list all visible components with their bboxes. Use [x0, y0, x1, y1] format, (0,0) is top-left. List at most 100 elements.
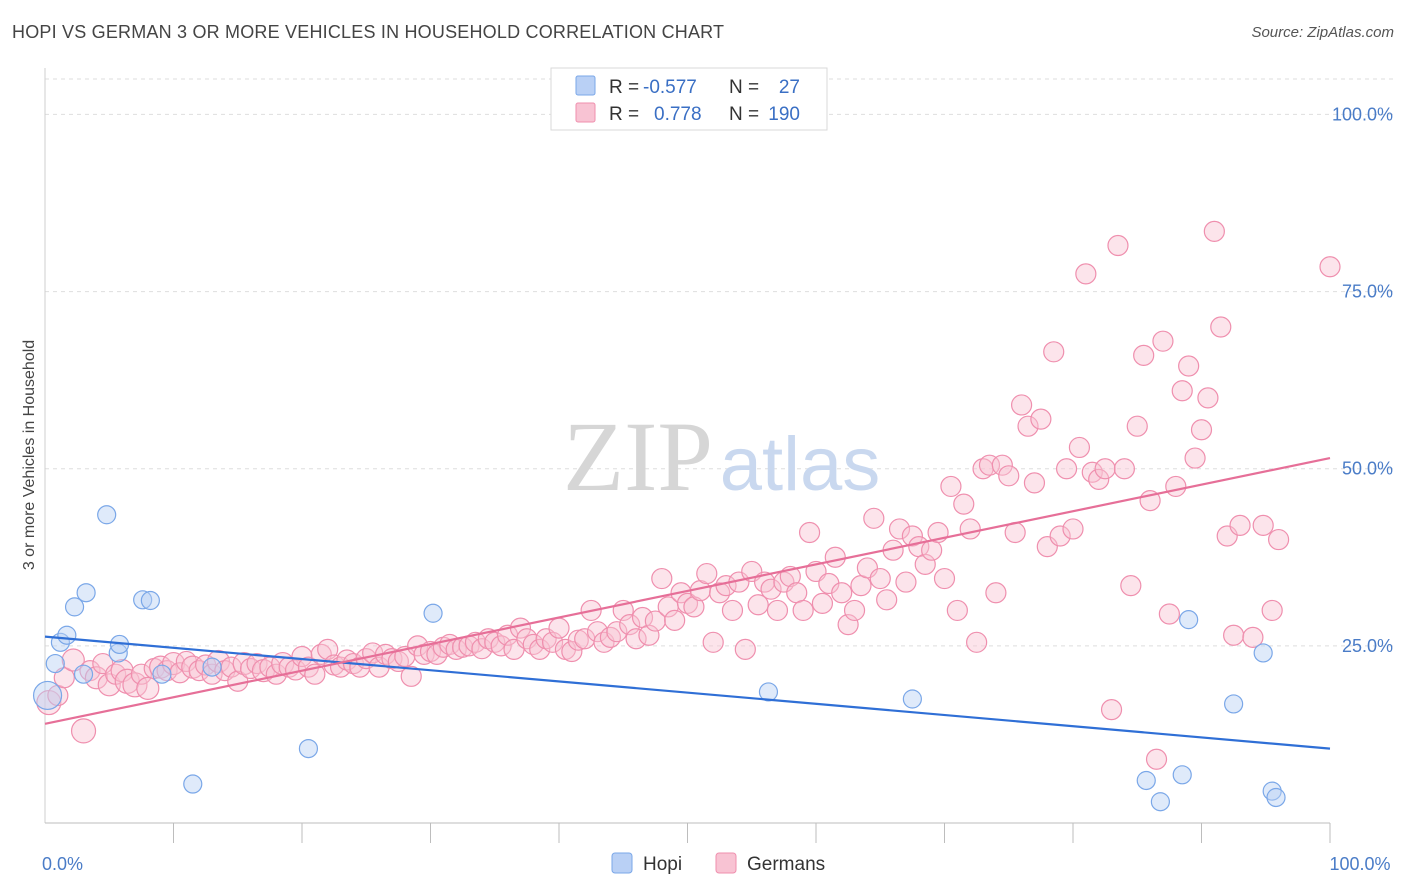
hopi-point-19	[1136, 770, 1156, 791]
hopi-point-15	[298, 738, 319, 759]
germans-point-119	[811, 592, 834, 614]
germans-point-98	[676, 592, 699, 614]
legend-n-label-germans: N =	[729, 104, 759, 125]
germans-point-160	[1075, 263, 1097, 285]
germans-point-129	[876, 589, 898, 611]
germans-point-167	[1120, 575, 1142, 597]
germans-point-116	[792, 599, 814, 622]
y-tick-label-3: 100.0%	[1332, 104, 1393, 124]
hopi-point-0	[32, 680, 63, 711]
germans-point-166	[1113, 458, 1136, 480]
legend-r-label-hopi: R =	[609, 77, 639, 98]
hopi-point-14	[202, 657, 222, 677]
germans-point-101	[696, 562, 718, 585]
germans-point-145	[978, 454, 1001, 476]
axes	[44, 68, 1331, 843]
germans-point-42	[317, 638, 339, 661]
germans-point-157	[1055, 458, 1078, 480]
source-label: Source: ZipAtlas.com	[1251, 24, 1394, 41]
y-tick-label-0: 25.0%	[1342, 636, 1393, 656]
bottom-legend-hopi: Hopi	[643, 854, 682, 875]
germans-point-187	[1252, 514, 1274, 537]
legend-r-value-germans: 0.778	[654, 104, 702, 125]
germans-point-158	[1062, 518, 1084, 540]
germans-point-109	[747, 594, 769, 616]
germans-point-159	[1068, 436, 1091, 459]
germans-point-188	[1261, 599, 1283, 622]
series-germans-points	[36, 220, 1341, 770]
germans-point-150	[1010, 394, 1033, 416]
x-tick-label-0: 0.0%	[42, 854, 83, 874]
hopi-point-21	[1172, 765, 1192, 785]
germans-point-142	[959, 518, 981, 540]
trend-lines	[44, 457, 1331, 750]
watermark-atlas: atlas	[720, 422, 881, 507]
germans-point-152	[1023, 472, 1046, 494]
germans-point-169	[1133, 344, 1155, 366]
legend-n-value-hopi: 27	[779, 77, 800, 98]
germans-point-143	[966, 631, 988, 653]
germans-point-146	[985, 582, 1007, 604]
germans-point-78	[548, 617, 570, 639]
germans-point-124	[843, 599, 866, 622]
hopi-point-13	[183, 774, 203, 794]
germans-point-89	[619, 613, 641, 636]
germans-point-171	[1145, 748, 1168, 770]
germans-point-185	[1319, 256, 1341, 278]
germans-point-140	[946, 599, 968, 622]
germans-point-4	[70, 718, 97, 744]
germans-point-14	[136, 676, 160, 700]
germans-point-122	[831, 582, 853, 604]
germans-point-125	[850, 575, 872, 597]
hopi-point-1	[45, 653, 65, 674]
germans-point-189	[1267, 528, 1290, 551]
germans-point-96	[664, 609, 686, 631]
germans-point-168	[1126, 415, 1148, 437]
hopi-point-12	[152, 664, 172, 684]
germans-point-127	[863, 507, 885, 529]
germans-point-184	[1229, 514, 1251, 537]
germans-point-90	[625, 628, 647, 650]
germans-point-131	[888, 518, 911, 540]
hopi-point-7	[97, 505, 117, 525]
germans-point-99	[683, 596, 705, 618]
germans-point-93	[644, 610, 666, 632]
germans-point-139	[940, 475, 962, 498]
germans-point-148	[998, 465, 1020, 487]
germans-point-164	[1100, 699, 1123, 721]
germans-point-132	[895, 571, 917, 593]
germans-point-80	[561, 640, 583, 663]
hopi-point-16	[423, 603, 443, 623]
germans-point-24	[201, 663, 223, 685]
germans-point-92	[638, 624, 660, 646]
bottom-legend-germans: Germans	[747, 854, 825, 875]
legend: R = -0.577 N = 27 R = 0.778 N = 190	[550, 67, 828, 131]
germans-point-172	[1152, 330, 1174, 352]
germans-point-177	[1184, 447, 1206, 469]
germans-point-81	[567, 629, 589, 651]
germans-point-165	[1107, 234, 1129, 257]
germans-point-181	[1210, 316, 1232, 338]
germans-point-121	[824, 546, 846, 568]
germans-point-87	[606, 621, 628, 643]
hopi-point-10	[133, 590, 153, 610]
germans-point-123	[837, 613, 859, 636]
germans-point-180	[1203, 220, 1225, 242]
germans-point-175	[1171, 380, 1193, 402]
germans-point-133	[901, 525, 923, 547]
germans-point-136	[921, 539, 943, 561]
germans-point-178	[1190, 419, 1213, 441]
germans-point-151	[1017, 415, 1039, 437]
germans-point-174	[1165, 475, 1187, 498]
germans-point-135	[914, 553, 936, 575]
hopi-point-4	[64, 597, 85, 617]
germans-point-107	[734, 638, 756, 661]
germans-point-2	[53, 667, 75, 689]
germans-point-173	[1158, 603, 1180, 625]
hopi-point-20	[1150, 792, 1170, 812]
hopi-point-24	[1253, 643, 1273, 663]
germans-point-3	[61, 648, 85, 672]
germans-point-77	[541, 631, 564, 653]
germans-point-183	[1223, 624, 1245, 646]
y-tick-label-1: 50.0%	[1342, 459, 1393, 479]
